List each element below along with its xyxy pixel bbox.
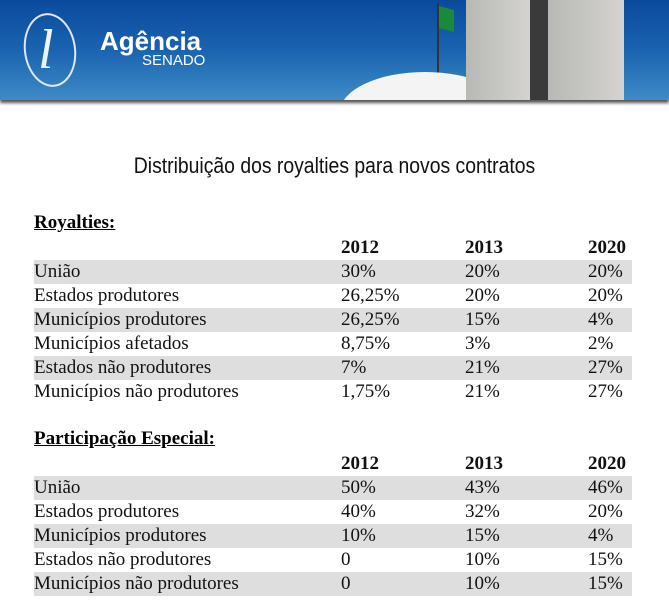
cell-value: 10% (341, 525, 376, 546)
row-label: Estados não produtores (34, 357, 212, 378)
cell-value: 8,75% (341, 333, 391, 354)
year-header: 2013 (465, 237, 503, 258)
cell-value: 27% (588, 357, 623, 378)
table-row: Municípios não produtores 1,75% 21% 27% (34, 380, 632, 404)
cell-value: 15% (588, 549, 623, 570)
cell-value: 20% (465, 261, 500, 282)
cell-value: 10% (465, 549, 500, 570)
cell-value: 1,75% (341, 381, 391, 402)
brazil-flag-icon (439, 5, 454, 33)
cell-value: 15% (465, 309, 500, 330)
tower-gap (530, 0, 548, 100)
brand-name: Agência (100, 26, 202, 56)
year-header: 2020 (588, 453, 626, 474)
cell-value: 21% (465, 357, 500, 378)
row-label: Municípios afetados (34, 333, 189, 354)
table-row: União 50% 43% 46% (34, 476, 632, 500)
congress-tower (548, 0, 624, 100)
table-row: Municípios produtores 26,25% 15% 4% (34, 308, 632, 332)
row-label: Estados produtores (34, 285, 180, 306)
row-label: Estados não produtores (34, 549, 212, 570)
cell-value: 26,25% (341, 309, 400, 330)
cell-value: 4% (588, 309, 614, 330)
table-row: Estados produtores 40% 32% 20% (34, 500, 632, 524)
cell-value: 40% (341, 501, 376, 522)
cell-value: 21% (465, 381, 500, 402)
cell-value: 50% (341, 477, 376, 498)
cell-value: 4% (588, 525, 614, 546)
cell-value: 20% (588, 261, 623, 282)
cell-value: 27% (588, 381, 623, 402)
row-label: União (34, 477, 81, 498)
section-heading: Participação Especial: (34, 428, 215, 449)
row-label: Municípios produtores (34, 309, 207, 330)
table-row: União 30% 20% 20% (34, 260, 632, 284)
row-label: Municípios não produtores (34, 381, 239, 402)
brand-subtitle: SENADO (142, 52, 206, 69)
cell-value: 15% (465, 525, 500, 546)
row-label: União (34, 261, 81, 282)
year-header-row: 2012 2013 2020 (34, 452, 632, 476)
year-header: 2020 (588, 237, 626, 258)
cell-value: 10% (465, 573, 500, 594)
chart-title: Distribuição dos royalties para novos co… (133, 153, 536, 178)
cell-value: 0 (341, 573, 351, 594)
cell-value: 0 (341, 549, 351, 570)
year-header: 2012 (341, 453, 379, 474)
year-header: 2013 (465, 453, 503, 474)
table-row: Estados não produtores 0 10% 15% (34, 548, 632, 572)
cell-value: 20% (588, 285, 623, 306)
cell-value: 2% (588, 333, 614, 354)
cell-value: 30% (341, 261, 376, 282)
flagpole (437, 3, 439, 73)
year-header: 2012 (341, 237, 379, 258)
table-row: Municípios produtores 10% 15% 4% (34, 524, 632, 548)
table-row: Estados produtores 26,25% 20% 20% (34, 284, 632, 308)
cell-value: 43% (465, 477, 500, 498)
cell-value: 7% (341, 357, 367, 378)
section-heading: Royalties: (34, 212, 116, 233)
table-row: Municípios não produtores 0 10% 15% (34, 572, 632, 596)
cell-value: 3% (465, 333, 491, 354)
table-row: Estados não produtores 7% 21% 27% (34, 356, 632, 380)
header-banner: l Agência SENADO (0, 0, 669, 100)
congress-tower (466, 0, 530, 100)
cell-value: 26,25% (341, 285, 400, 306)
row-label: Municípios produtores (34, 525, 207, 546)
row-label: Estados produtores (34, 501, 180, 522)
year-header-row: 2012 2013 2020 (34, 236, 632, 260)
logo-mark-icon: l (38, 19, 54, 81)
cell-value: 20% (588, 501, 623, 522)
cell-value: 46% (588, 477, 623, 498)
cell-value: 32% (465, 501, 500, 522)
table-row: Municípios afetados 8,75% 3% 2% (34, 332, 632, 356)
cell-value: 15% (588, 573, 623, 594)
row-label: Municípios não produtores (34, 573, 239, 594)
cell-value: 20% (465, 285, 500, 306)
